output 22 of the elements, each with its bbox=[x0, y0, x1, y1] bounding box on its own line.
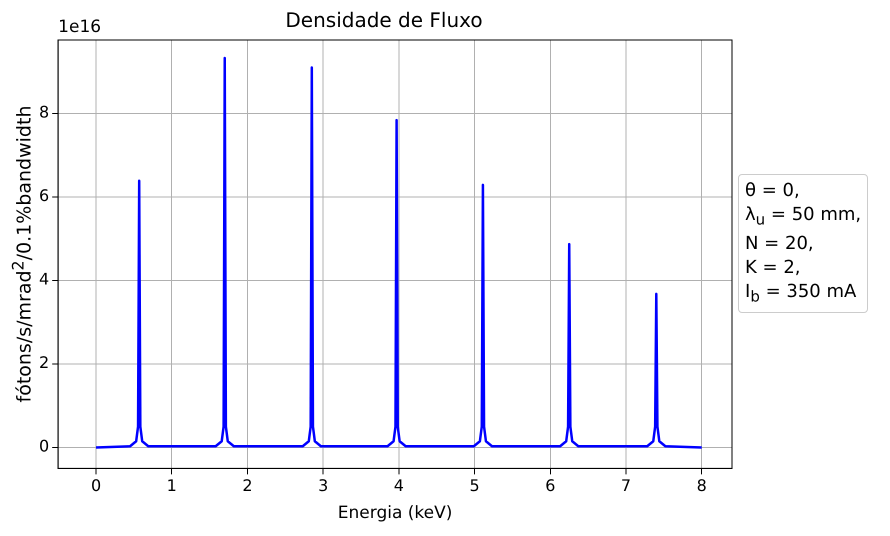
x-tick-label: 8 bbox=[696, 476, 707, 496]
x-tick-label: 7 bbox=[620, 476, 632, 496]
x-axis-title: Energia (keV) bbox=[338, 503, 452, 524]
x-tick-label: 0 bbox=[90, 476, 102, 496]
y-tick-label: 0 bbox=[38, 436, 50, 456]
text: 1e16 bbox=[58, 16, 102, 37]
y-tick-label: 4 bbox=[38, 270, 50, 289]
y-tick-label: 8 bbox=[38, 102, 50, 122]
x-tick-label: 5 bbox=[469, 476, 480, 496]
text: I$_{b}$ = 350 mA bbox=[745, 280, 858, 308]
y-tick-label: 6 bbox=[38, 186, 50, 206]
text: K = 2, bbox=[745, 256, 802, 280]
text: N = 20, bbox=[745, 232, 815, 256]
x-tick-label: 2 bbox=[242, 476, 253, 496]
chart-title: Densidade de Fluxo bbox=[285, 8, 483, 32]
text: λ$_{u}$ = 50 mm, bbox=[745, 203, 862, 231]
text: θ = 0, bbox=[745, 179, 801, 203]
x-tick-label: 3 bbox=[318, 476, 328, 496]
x-tick-label: 4 bbox=[394, 476, 404, 496]
x-tick-label: 6 bbox=[545, 476, 556, 496]
x-tick-label: 1 bbox=[166, 476, 177, 496]
y-tick-label: 2 bbox=[38, 353, 50, 372]
